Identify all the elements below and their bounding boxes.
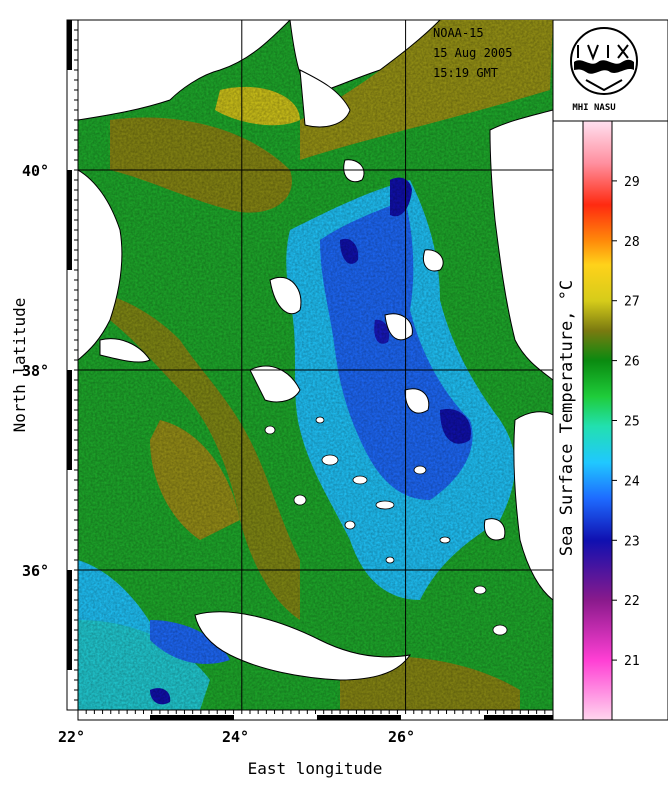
y-axis-label: North latitude bbox=[10, 298, 29, 433]
y-tick-40: 40° bbox=[22, 162, 49, 180]
island-5 bbox=[344, 520, 356, 530]
land-limnos bbox=[423, 249, 444, 272]
land-kos bbox=[483, 518, 506, 541]
y-tick-36: 36° bbox=[22, 562, 49, 580]
pass-time: 15:19 GMT bbox=[433, 66, 498, 80]
colorbar-label-23: 23 bbox=[624, 534, 640, 549]
island-6 bbox=[413, 465, 427, 475]
colorbar-label-25: 25 bbox=[624, 415, 640, 430]
minor-ticks bbox=[74, 29, 546, 714]
left-scale-seg-1 bbox=[67, 20, 72, 70]
institute-logo: MHI NASU bbox=[552, 19, 668, 122]
land-euboea bbox=[269, 276, 302, 315]
island-12 bbox=[385, 556, 395, 564]
x-tick-24: 24° bbox=[222, 728, 249, 746]
texture-overlay bbox=[78, 20, 553, 710]
colorbar-title: Sea Surface Temperature, °C bbox=[557, 280, 577, 556]
island-1 bbox=[321, 454, 339, 466]
island-7 bbox=[439, 536, 451, 544]
small-islands bbox=[264, 416, 508, 636]
map-panel bbox=[77, 19, 554, 711]
colorbar-label-26: 26 bbox=[624, 355, 640, 370]
tick-labels: 40° 38° 36° 22° 24° 26° bbox=[22, 162, 415, 746]
land-masses bbox=[78, 20, 553, 681]
logo-label: MHI NASU bbox=[572, 103, 615, 113]
land-corinth-north bbox=[99, 338, 151, 363]
land-crete bbox=[194, 611, 412, 681]
colorbar: 21 22 23 24 25 26 27 28 29 Sea Surface Temperatu… bbox=[552, 120, 668, 721]
land-macedonia bbox=[78, 20, 291, 121]
land-thasos bbox=[343, 159, 365, 183]
left-scale-seg-2 bbox=[67, 170, 72, 270]
pass-date: 15 Aug 2005 bbox=[433, 46, 512, 60]
x-axis-label: East longitude bbox=[248, 759, 383, 778]
island-10 bbox=[473, 585, 487, 595]
left-scale-seg-4 bbox=[67, 570, 72, 670]
colorbar-gradient bbox=[582, 120, 613, 721]
land-thessaly bbox=[78, 169, 123, 361]
satellite-name: NOAA-15 bbox=[433, 26, 484, 40]
island-2 bbox=[352, 475, 368, 485]
colorbar-label-29: 29 bbox=[624, 175, 640, 190]
colorbar-label-24: 24 bbox=[624, 474, 640, 489]
colorbar-label-21: 21 bbox=[624, 654, 640, 669]
x-tick-26: 26° bbox=[388, 728, 415, 746]
island-4 bbox=[375, 500, 395, 510]
island-8 bbox=[264, 425, 276, 435]
left-scale-bar bbox=[66, 19, 79, 711]
pass-info: NOAA-15 15 Aug 2005 15:19 GMT bbox=[433, 26, 512, 80]
land-anatolia-north bbox=[489, 109, 553, 381]
bottom-scale-seg-3 bbox=[484, 715, 553, 720]
y-tick-38: 38° bbox=[22, 362, 49, 380]
sst-field bbox=[78, 20, 553, 710]
bottom-scale-seg-1 bbox=[150, 715, 234, 720]
island-11 bbox=[492, 624, 508, 636]
x-tick-22: 22° bbox=[58, 728, 85, 746]
left-scale-seg-3 bbox=[67, 370, 72, 470]
land-thrace bbox=[289, 20, 441, 96]
colorbar-ticks: 21 22 23 24 25 26 27 28 29 bbox=[612, 175, 640, 669]
island-9 bbox=[315, 416, 325, 424]
colorbar-label-27: 27 bbox=[624, 295, 640, 310]
bottom-scale-seg-2 bbox=[317, 715, 401, 720]
land-attica bbox=[249, 365, 301, 403]
colorbar-label-22: 22 bbox=[624, 594, 640, 609]
mhi-wave-emblem-icon bbox=[570, 27, 638, 95]
axis-scale-bars bbox=[66, 19, 554, 721]
land-chios bbox=[404, 388, 430, 414]
colorbar-label-28: 28 bbox=[624, 235, 640, 250]
land-chalkidiki bbox=[299, 69, 351, 128]
island-3 bbox=[293, 494, 307, 506]
